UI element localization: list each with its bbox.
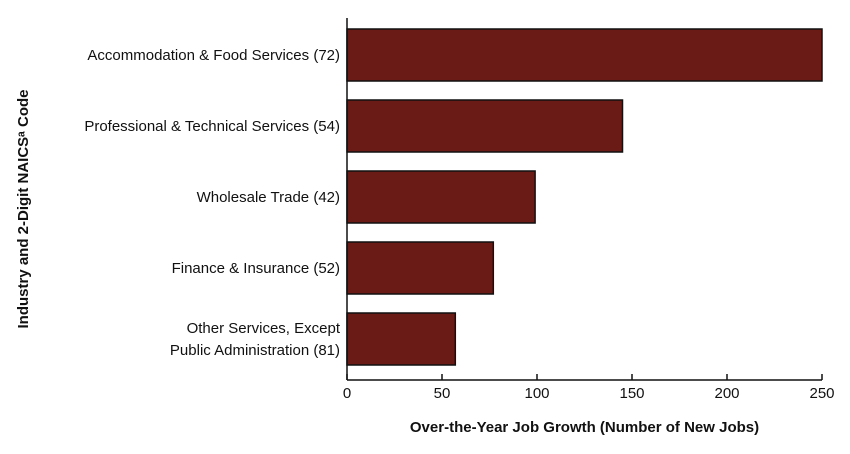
bar-0: [346, 28, 823, 82]
category-label-4-line-0: Other Services, Except: [187, 320, 341, 337]
x-tick-label-5: 250: [809, 385, 834, 402]
x-ticks-group: 0 50 100 150 200 250: [343, 374, 835, 402]
category-label-2: Wholesale Trade (42): [197, 189, 340, 206]
bars-group: [346, 28, 823, 366]
category-label-3: Finance & Insurance (52): [172, 260, 340, 277]
category-label-4-line-1: Public Administration (81): [170, 342, 340, 359]
x-tick-label-0: 0: [343, 385, 351, 402]
x-tick-label-1: 50: [434, 385, 451, 402]
x-tick-label-3: 150: [619, 385, 644, 402]
x-tick-label-2: 100: [524, 385, 549, 402]
bar-3: [346, 241, 495, 295]
bar-1: [346, 99, 624, 153]
bar-2: [346, 170, 536, 224]
category-labels-group: Accommodation & Food Services (72) Profes…: [84, 47, 341, 359]
category-label-0: Accommodation & Food Services (72): [87, 47, 340, 64]
x-tick-label-4: 200: [714, 385, 739, 402]
x-axis-title: Over-the-Year Job Growth (Number of New …: [410, 419, 759, 436]
category-label-1: Professional & Technical Services (54): [84, 118, 340, 135]
y-axis-title: Industry and 2-Digit NAICSᵃ Code: [15, 89, 32, 328]
bar-4: [346, 312, 457, 366]
